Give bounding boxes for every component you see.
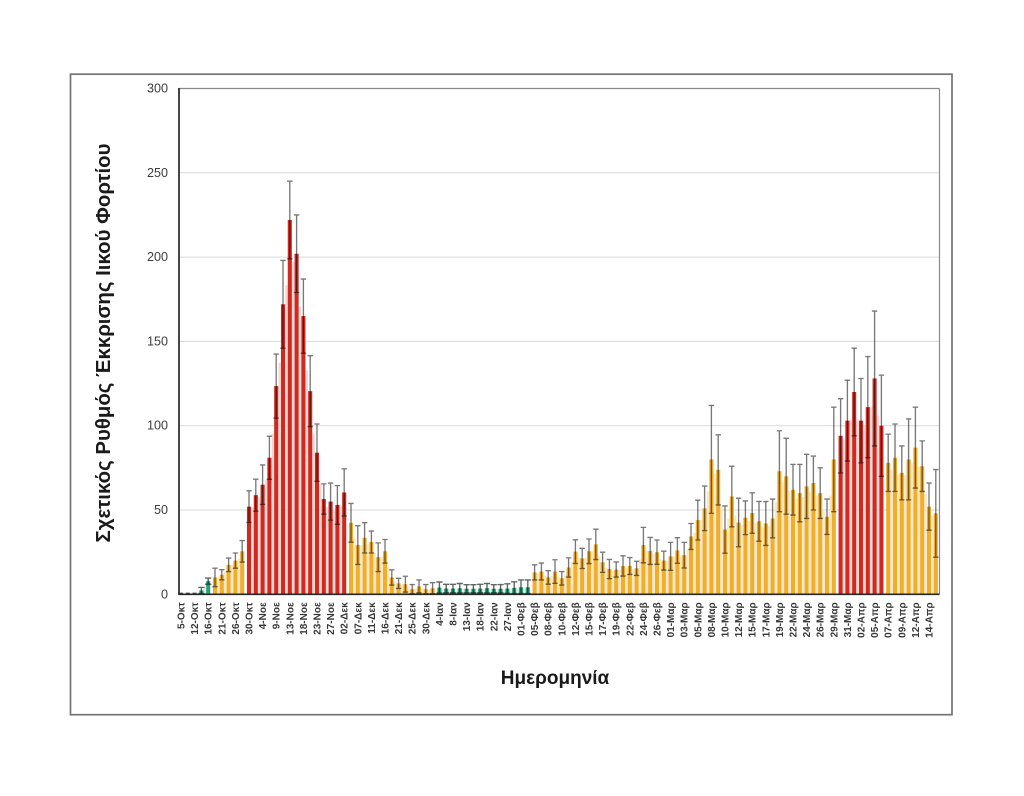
svg-text:22-Φεβ: 22-Φεβ: [625, 602, 636, 636]
svg-text:27-Νοε: 27-Νοε: [326, 602, 337, 635]
svg-text:8-Ιαν: 8-Ιαν: [449, 602, 460, 626]
svg-text:19-Μαρ: 19-Μαρ: [775, 602, 786, 637]
svg-text:50: 50: [154, 503, 168, 517]
svg-text:01-Μαρ: 01-Μαρ: [666, 602, 677, 637]
svg-text:11-Δεκ: 11-Δεκ: [367, 602, 378, 634]
svg-text:150: 150: [147, 334, 168, 348]
svg-text:16-Οκτ: 16-Οκτ: [204, 602, 215, 635]
svg-text:23-Νοε: 23-Νοε: [313, 602, 324, 635]
svg-text:Ημερομηνία: Ημερομηνία: [501, 668, 610, 689]
svg-text:0: 0: [161, 587, 168, 601]
svg-text:12-Μαρ: 12-Μαρ: [734, 602, 745, 637]
svg-text:02-Απρ: 02-Απρ: [857, 602, 868, 638]
svg-text:26-Φεβ: 26-Φεβ: [653, 602, 664, 636]
svg-text:24-Φεβ: 24-Φεβ: [639, 602, 650, 636]
svg-text:07-Δεκ: 07-Δεκ: [353, 602, 364, 634]
svg-text:08-Μαρ: 08-Μαρ: [707, 602, 718, 637]
svg-text:30-Οκτ: 30-Οκτ: [245, 602, 256, 635]
svg-text:25-Δεκ: 25-Δεκ: [408, 602, 419, 634]
svg-text:21-Οκτ: 21-Οκτ: [217, 602, 228, 635]
svg-text:24-Μαρ: 24-Μαρ: [802, 602, 813, 637]
svg-text:10-Φεβ: 10-Φεβ: [557, 602, 568, 636]
svg-text:100: 100: [147, 419, 168, 433]
svg-text:15-Φεβ: 15-Φεβ: [585, 602, 596, 636]
svg-text:26-Οκτ: 26-Οκτ: [231, 602, 242, 635]
svg-text:21-Δεκ: 21-Δεκ: [394, 602, 405, 634]
svg-text:19-Φεβ: 19-Φεβ: [612, 602, 623, 636]
svg-text:31-Μαρ: 31-Μαρ: [843, 602, 854, 637]
svg-text:22-Ιαν: 22-Ιαν: [489, 602, 500, 631]
svg-text:17-Φεβ: 17-Φεβ: [598, 602, 609, 636]
svg-text:12-Απρ: 12-Απρ: [911, 602, 922, 638]
svg-text:01-Φεβ: 01-Φεβ: [517, 602, 528, 636]
svg-text:Σχετικός Ρυθμός Έκκρισης Ιικού: Σχετικός Ρυθμός Έκκρισης Ιικού Φορτίου: [93, 143, 115, 542]
svg-text:22-Μαρ: 22-Μαρ: [789, 602, 800, 637]
svg-text:13-Ιαν: 13-Ιαν: [462, 602, 473, 631]
svg-text:29-Μαρ: 29-Μαρ: [829, 602, 840, 637]
svg-text:200: 200: [147, 250, 168, 264]
svg-text:05-Μαρ: 05-Μαρ: [693, 602, 704, 637]
svg-text:18-Ιαν: 18-Ιαν: [476, 602, 487, 631]
svg-text:12-Οκτ: 12-Οκτ: [190, 602, 201, 635]
svg-text:17-Μαρ: 17-Μαρ: [761, 602, 772, 637]
svg-text:02-Δεκ: 02-Δεκ: [340, 602, 351, 634]
svg-text:30-Δεκ: 30-Δεκ: [421, 602, 432, 634]
svg-text:08-Φεβ: 08-Φεβ: [544, 602, 555, 636]
svg-text:05-Φεβ: 05-Φεβ: [530, 602, 541, 636]
svg-text:300: 300: [147, 82, 168, 96]
svg-text:12-Φεβ: 12-Φεβ: [571, 602, 582, 636]
svg-text:13-Νοε: 13-Νοε: [285, 602, 296, 635]
svg-text:4-Ιαν: 4-Ιαν: [435, 602, 446, 626]
svg-text:03-Μαρ: 03-Μαρ: [680, 602, 691, 637]
svg-text:4-Νοε: 4-Νοε: [258, 602, 269, 629]
svg-text:250: 250: [147, 166, 168, 180]
svg-text:10-Μαρ: 10-Μαρ: [721, 602, 732, 637]
svg-text:16-Δεκ: 16-Δεκ: [381, 602, 392, 634]
svg-text:07-Απρ: 07-Απρ: [884, 602, 895, 638]
svg-text:26-Μαρ: 26-Μαρ: [816, 602, 827, 637]
svg-text:27-Ιαν: 27-Ιαν: [503, 602, 514, 631]
svg-text:09-Απρ: 09-Απρ: [897, 602, 908, 638]
svg-text:05-Απρ: 05-Απρ: [870, 602, 881, 638]
svg-text:5-Οκτ: 5-Οκτ: [177, 602, 188, 629]
svg-text:9-Νοε: 9-Νοε: [272, 602, 283, 629]
svg-text:14-Απρ: 14-Απρ: [925, 602, 936, 638]
svg-text:18-Νοε: 18-Νοε: [299, 602, 310, 635]
svg-text:15-Μαρ: 15-Μαρ: [748, 602, 759, 637]
